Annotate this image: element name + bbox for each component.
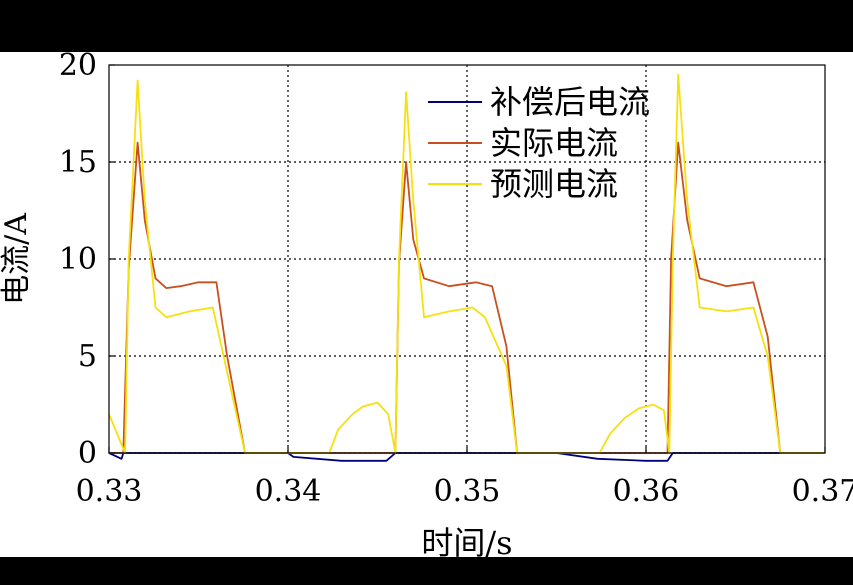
series-line-3 — [108, 73, 825, 454]
y-axis: 0 5 10 15 20 — [59, 48, 115, 471]
y-tick-label: 5 — [78, 339, 97, 374]
x-axis: 0.33 0.34 0.35 0.36 0.37 — [76, 447, 853, 509]
legend-label-2: 实际电流 — [490, 124, 618, 162]
x-tick-label: 0.34 — [255, 474, 322, 509]
legend-label-3: 预测电流 — [490, 165, 618, 203]
y-tick-label: 15 — [59, 145, 97, 180]
y-tick-label: 20 — [59, 48, 97, 83]
chart-canvas-background — [0, 52, 853, 557]
x-tick-label: 0.35 — [434, 474, 501, 509]
x-tick-label: 0.36 — [613, 474, 680, 509]
y-tick-label: 10 — [59, 242, 97, 277]
y-tick-label: 0 — [78, 436, 97, 471]
x-tick-label: 0.33 — [76, 474, 143, 509]
y-axis-label: 电流/A — [0, 213, 34, 305]
legend-label-1: 补偿后电流 — [490, 83, 650, 121]
x-axis-label: 时间/s — [421, 524, 512, 562]
x-tick-label: 0.37 — [792, 474, 853, 509]
